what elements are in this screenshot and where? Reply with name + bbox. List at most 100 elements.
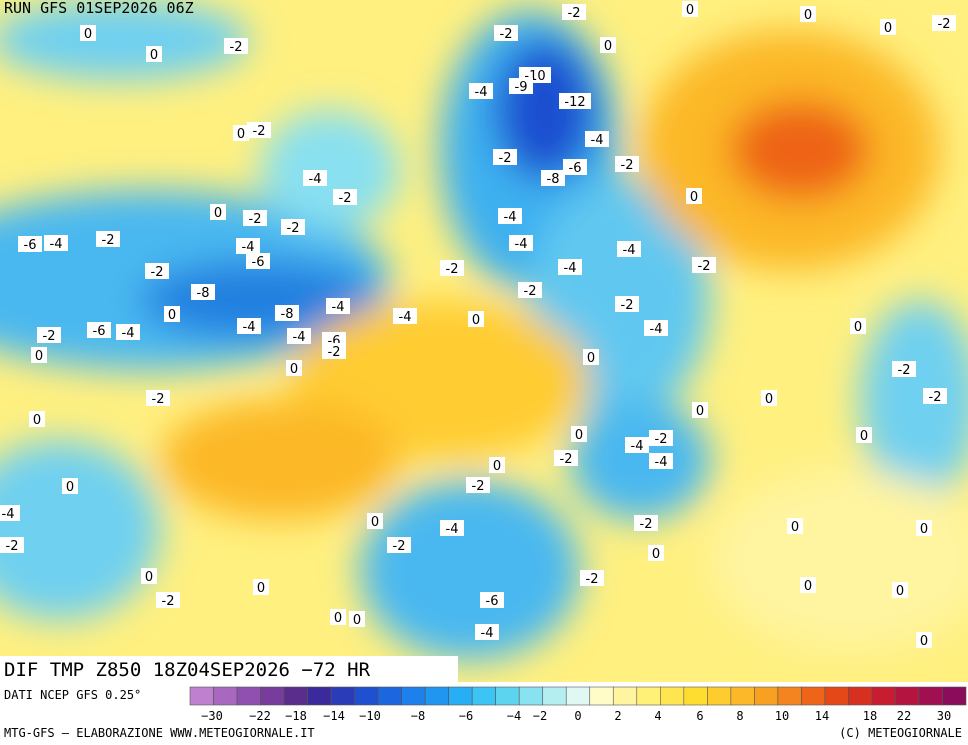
contour-label: -4 (446, 522, 459, 537)
label-box (387, 537, 411, 553)
label-box (850, 318, 866, 334)
label-box (440, 260, 464, 276)
contour-label: 0 (804, 579, 812, 594)
contour-label: 0 (168, 308, 176, 323)
contour-label: -2 (162, 594, 175, 609)
legend-swatch (260, 686, 285, 706)
contour-label: -2 (151, 265, 164, 280)
label-box (468, 311, 484, 327)
contour-label: 0 (493, 459, 501, 474)
contour-label: -4 (564, 261, 577, 276)
label-box (644, 320, 668, 336)
label-box (146, 46, 162, 62)
label-box (237, 318, 261, 334)
label-box (856, 427, 872, 443)
legend-tick-label: 6 (696, 709, 703, 723)
contour-label: 0 (214, 206, 222, 221)
label-box (253, 579, 269, 595)
legend-tick-label: −2 (533, 709, 547, 723)
contour-label: 0 (257, 581, 265, 596)
contour-label: -2 (230, 40, 243, 55)
label-box (563, 159, 587, 175)
label-box (191, 284, 215, 300)
legend-swatch (565, 686, 591, 706)
legend-tick-label: 8 (736, 709, 743, 723)
contour-label: 0 (371, 515, 379, 530)
contour-label: -4 (504, 210, 517, 225)
legend-swatch (824, 686, 849, 706)
label-box (246, 253, 270, 269)
label-box (224, 38, 248, 54)
legend-tick-label: 2 (614, 709, 621, 723)
contour-label: -4 (309, 172, 322, 187)
label-box (916, 632, 932, 648)
contour-label: -9 (515, 80, 528, 95)
contour-label: 0 (84, 27, 92, 42)
legend-swatch (236, 686, 261, 706)
label-box (469, 83, 493, 99)
contour-label: -4 (242, 240, 255, 255)
contour-label: -4 (623, 243, 636, 258)
label-box (164, 306, 180, 322)
run-label: RUN GFS 01SEP2026 06Z (4, 0, 194, 17)
legend-swatch (612, 686, 638, 706)
label-box (44, 235, 68, 251)
contour-label: -2 (472, 479, 485, 494)
label-box (518, 282, 542, 298)
label-box (333, 189, 357, 205)
legend-swatch (754, 686, 779, 706)
label-box (761, 390, 777, 406)
label-box (583, 349, 599, 365)
label-box (634, 515, 658, 531)
label-box (0, 505, 20, 521)
label-box (116, 324, 140, 340)
legend-swatch (918, 686, 943, 706)
contour-label: 0 (150, 48, 158, 63)
contour-label: -4 (293, 330, 306, 345)
label-box (800, 6, 816, 22)
label-box (541, 170, 565, 186)
contour-label: 0 (66, 480, 74, 495)
label-box (322, 343, 346, 359)
contour-label: 0 (575, 428, 583, 443)
contour-label: -2 (938, 17, 951, 32)
contour-label: -2 (898, 363, 911, 378)
label-box (880, 19, 896, 35)
label-box (562, 4, 586, 20)
legend-swatch (683, 686, 708, 706)
map-title: DIF TMP Z850 18Z04SEP2026 −72 HR (4, 659, 371, 681)
label-box (236, 238, 260, 254)
contour-label: -4 (2, 507, 15, 522)
legend-tick-label: 0 (574, 709, 581, 723)
contour-label: -4 (481, 626, 494, 641)
label-box (558, 259, 582, 275)
label-box (932, 15, 956, 31)
label-box (247, 122, 271, 138)
label-box (0, 537, 24, 553)
contour-label: -6 (486, 594, 499, 609)
legend-swatch (424, 686, 449, 706)
contour-label: 0 (690, 190, 698, 205)
contour-label: -2 (560, 452, 573, 467)
legend-tick-label: −10 (359, 709, 381, 723)
source: DATI NCEP GFS 0.25° (4, 688, 141, 702)
label-box (554, 450, 578, 466)
label-box (615, 296, 639, 312)
contour-label: 0 (290, 362, 298, 377)
contour-label: -8 (281, 307, 294, 322)
credit: MTG-GFS — ELABORAZIONE WWW.METEOGIORNALE… (4, 726, 315, 740)
contour-label: -2 (339, 191, 352, 206)
contour-label: -2 (929, 390, 942, 405)
contour-label: -4 (515, 237, 528, 252)
contour-label: 0 (896, 584, 904, 599)
contour-label: 0 (334, 611, 342, 626)
contour-label: 0 (791, 520, 799, 535)
legend-swatch (730, 686, 755, 706)
contour-label: 0 (145, 570, 153, 585)
label-box (600, 37, 616, 53)
label-box (489, 457, 505, 473)
label-box (648, 545, 664, 561)
contour-label: -4 (50, 237, 63, 252)
label-box (615, 156, 639, 172)
